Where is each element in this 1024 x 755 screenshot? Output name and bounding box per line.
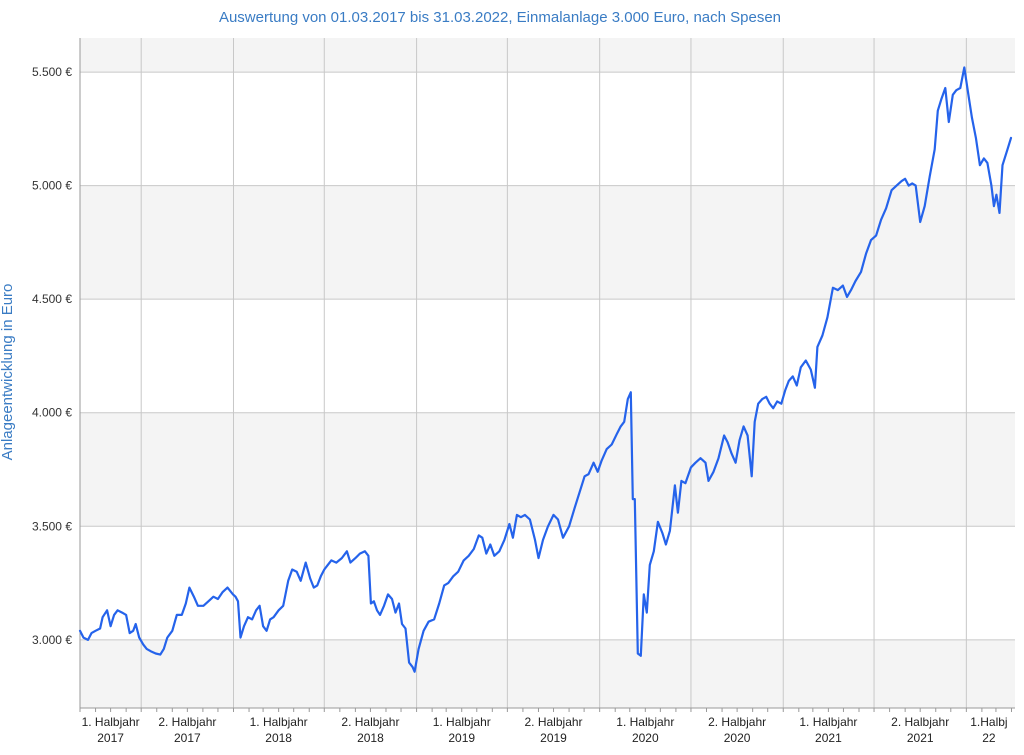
x-tick-year: 2017 bbox=[97, 731, 124, 745]
y-tick-label: 3.000 € bbox=[32, 633, 72, 647]
y-tick-label: 4.000 € bbox=[32, 406, 72, 420]
x-tick-label: 2. Halbjahr bbox=[525, 715, 583, 729]
x-tick-year: 2018 bbox=[357, 731, 384, 745]
plot-band bbox=[80, 185, 1015, 300]
x-tick-label: 1.Halbj bbox=[970, 715, 1007, 729]
x-tick-year: 2019 bbox=[540, 731, 567, 745]
x-tick-label: 2. Halbjahr bbox=[158, 715, 216, 729]
plot-band bbox=[80, 412, 1015, 527]
x-tick-year: 2018 bbox=[265, 731, 292, 745]
y-tick-label: 3.500 € bbox=[32, 519, 72, 533]
y-tick-label: 5.000 € bbox=[32, 179, 72, 193]
x-tick-year: 2020 bbox=[724, 731, 751, 745]
chart-title: Auswertung von 01.03.2017 bis 31.03.2022… bbox=[219, 9, 781, 26]
plot-band bbox=[80, 526, 1015, 640]
x-tick-year: 2021 bbox=[815, 731, 842, 745]
x-tick-year: 2020 bbox=[632, 731, 659, 745]
x-tick-label: 1. Halbjahr bbox=[799, 715, 857, 729]
y-tick-label: 5.500 € bbox=[32, 65, 72, 79]
x-tick-label: 1. Halbjahr bbox=[82, 715, 140, 729]
y-tick-label: 4.500 € bbox=[32, 292, 72, 306]
x-tick-label: 1. Halbjahr bbox=[250, 715, 308, 729]
x-tick-year: 2021 bbox=[907, 731, 934, 745]
x-tick-label: 2. Halbjahr bbox=[341, 715, 399, 729]
series-line bbox=[78, 66, 1013, 673]
plot-band bbox=[80, 72, 1015, 186]
x-tick-label: 2. Halbjahr bbox=[891, 715, 949, 729]
x-tick-year: 2019 bbox=[448, 731, 475, 745]
x-tick-year: 22 bbox=[982, 731, 996, 745]
x-tick-label: 1. Halbjahr bbox=[433, 715, 491, 729]
plot-band bbox=[80, 299, 1015, 413]
y-axis-label: Anlageentwicklung in Euro bbox=[0, 284, 16, 461]
plot-band bbox=[80, 639, 1015, 708]
x-tick-year: 2017 bbox=[174, 731, 201, 745]
x-tick-label: 1. Halbjahr bbox=[616, 715, 674, 729]
x-tick-label: 2. Halbjahr bbox=[708, 715, 766, 729]
plot-band bbox=[80, 38, 1015, 73]
plot-area: 3.000 € 3.500 € 4.000 € 4.500 € 5.000 € 5.500… bbox=[32, 38, 1015, 745]
